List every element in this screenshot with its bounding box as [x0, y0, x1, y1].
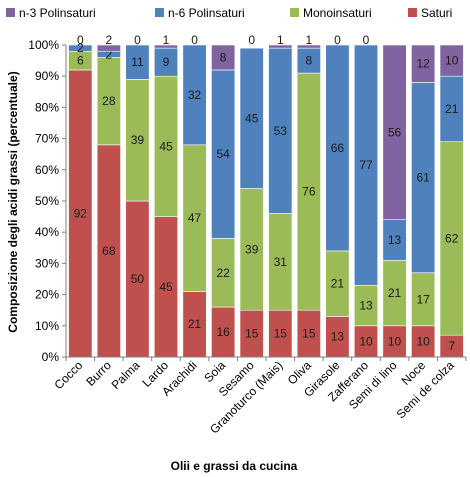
data-label: 2 [106, 33, 113, 47]
data-label: 7 [448, 339, 455, 353]
data-label: 1 [306, 33, 313, 47]
bar-segment-n-6-polinsaturi [125, 44, 150, 80]
data-label: 21 [445, 102, 459, 116]
bar-segment-n-3-polinsaturi [296, 44, 321, 49]
data-label: 13 [359, 299, 373, 313]
data-label: 76 [302, 185, 316, 199]
y-tick-label: 80% [35, 100, 59, 114]
data-label: 45 [159, 280, 173, 294]
data-label: 31 [274, 255, 288, 269]
data-label: 12 [416, 57, 430, 71]
y-tick-label: 20% [35, 288, 59, 302]
data-label: 62 [445, 231, 459, 245]
legend-label: Saturi [421, 6, 452, 20]
data-label: 15 [302, 327, 316, 341]
data-label: 22 [216, 266, 230, 280]
legend-label: n-3 Polinsaturi [19, 6, 96, 20]
legend-swatch [6, 8, 15, 17]
bar-segment-n-6-polinsaturi [239, 47, 264, 189]
bar-segment-n-3-polinsaturi [211, 44, 236, 71]
data-label: 39 [131, 133, 145, 147]
data-label: 61 [416, 171, 430, 185]
data-label: 15 [245, 327, 259, 341]
data-label: 21 [188, 317, 202, 331]
data-label: 0 [363, 33, 370, 47]
bar-segment-n-6-polinsaturi [68, 44, 93, 52]
data-label: 13 [388, 233, 402, 247]
data-label: 56 [388, 125, 402, 139]
data-label: 0 [334, 33, 341, 47]
bar-segment-n-3-polinsaturi [439, 44, 464, 77]
data-label: 15 [274, 327, 288, 341]
data-label: 10 [416, 334, 430, 348]
legend-swatch [408, 8, 417, 17]
data-label: 21 [331, 277, 345, 291]
data-label: 28 [102, 94, 116, 108]
data-label: 9 [163, 55, 170, 69]
y-tick-label: 10% [35, 319, 59, 333]
data-label: 66 [331, 141, 345, 155]
data-label: 2 [77, 41, 84, 55]
data-label: 32 [188, 88, 202, 102]
legend-label: Monoinsaturi [303, 6, 372, 20]
data-label: 17 [416, 292, 430, 306]
data-label: 47 [188, 211, 202, 225]
data-label: 39 [245, 242, 259, 256]
y-axis-title: Composizione degli acidi grassi (percent… [6, 71, 20, 332]
data-label: 1 [163, 33, 170, 47]
data-label: 8 [306, 54, 313, 68]
data-label: 45 [245, 111, 259, 125]
y-tick-label: 40% [35, 225, 59, 239]
data-label: 92 [74, 206, 88, 220]
bar-segment-n-3-polinsaturi [411, 44, 436, 83]
y-tick-label: 30% [35, 256, 59, 270]
data-label: 0 [248, 33, 255, 47]
data-label: 68 [102, 244, 116, 258]
y-tick-label: 70% [35, 132, 59, 146]
legend-swatch [155, 8, 164, 17]
data-label: 10 [359, 334, 373, 348]
data-label: 45 [159, 139, 173, 153]
bar-segment-n-3-polinsaturi [96, 44, 121, 52]
data-label: 8 [220, 50, 227, 64]
data-label: 11 [131, 55, 144, 69]
x-tick-label: Palma [109, 358, 143, 392]
bar-segment-n-6-polinsaturi [182, 44, 207, 146]
y-tick-label: 90% [35, 69, 59, 83]
data-label: 2 [106, 47, 113, 61]
y-tick-label: 100% [28, 38, 59, 52]
data-label: 21 [388, 286, 402, 300]
data-label: 16 [216, 325, 230, 339]
bar-segment-n-3-polinsaturi [268, 44, 293, 49]
bar-segment-n-3-polinsaturi [153, 44, 179, 49]
data-label: 77 [359, 158, 373, 172]
data-label: 10 [388, 334, 402, 348]
bar-group: 9262068282250391104545912147320162254815… [68, 33, 464, 358]
y-tick-label: 60% [35, 163, 59, 177]
data-label: 1 [277, 33, 284, 47]
data-label: 6 [77, 54, 84, 68]
chart-legend: n-3 Polinsaturi n-6 Polinsaturi Monoinsatu… [6, 6, 452, 20]
data-label: 54 [216, 147, 230, 161]
data-label: 50 [131, 272, 145, 286]
data-label: 0 [77, 33, 84, 47]
data-label: 10 [445, 54, 459, 68]
data-label: 53 [274, 124, 288, 138]
data-label: 13 [331, 330, 345, 344]
bar-segment-n-3-polinsaturi [382, 44, 407, 221]
data-label: 0 [134, 33, 141, 47]
bar-segment-n-6-polinsaturi [325, 44, 350, 252]
legend-label: n-6 Polinsaturi [168, 6, 245, 20]
bar-segment-n-6-polinsaturi [353, 44, 379, 286]
x-axis-title: Olii e grassi da cucina [171, 459, 298, 473]
legend-swatch [290, 8, 299, 17]
data-label: 0 [191, 33, 198, 47]
y-tick-label: 0% [42, 350, 60, 364]
y-tick-label: 50% [35, 194, 59, 208]
